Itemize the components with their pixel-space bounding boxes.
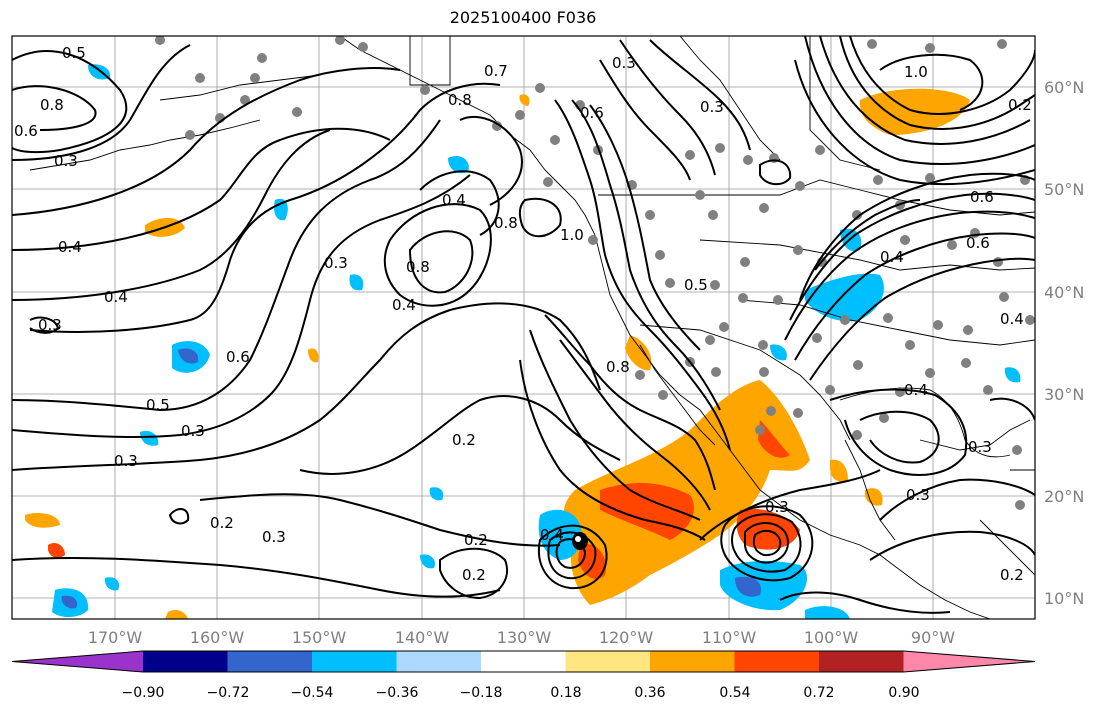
colorbar-extend-max (903, 651, 1035, 672)
contour-label: 0.4 (880, 248, 904, 266)
contour-lines (12, 36, 1035, 614)
contour-label: 0.2 (464, 531, 488, 549)
contour-label: 0.4 (392, 296, 416, 314)
colorbar-tick-label: −0.18 (460, 685, 503, 701)
contour-label: 0.3 (612, 54, 636, 72)
colorbar-tick-label: 0.54 (719, 685, 750, 701)
contour-label: 0.3 (38, 316, 62, 334)
lat-tick-label: 10°N (1044, 589, 1084, 608)
lon-tick-label: 110°W (702, 628, 757, 647)
lat-tick-label: 20°N (1044, 487, 1084, 506)
contour-label: 0.4 (104, 288, 128, 306)
contour-label: 0.3 (324, 254, 348, 272)
coastlines (29, 36, 1035, 619)
colorbar-segment (819, 651, 904, 672)
contour-label: 0.2 (1000, 566, 1024, 584)
lon-axis: 170°W 160°W 150°W 140°W 130°W 120°W 110°… (88, 628, 955, 647)
storm-center-highlight (575, 536, 581, 542)
lon-tick-label: 160°W (190, 628, 245, 647)
colorbar-tick-label: −0.54 (291, 685, 334, 701)
colorbar-segment (143, 651, 228, 672)
contour-label: 0.3 (968, 438, 992, 456)
contour-label: 0.3 (262, 528, 286, 546)
contour-label: 0.3 (114, 452, 138, 470)
colorbar (11, 650, 1036, 673)
lon-tick-label: 140°W (395, 628, 450, 647)
contour-label: 0.5 (62, 44, 86, 62)
colorbar-segment (481, 651, 566, 672)
contour-label: 0.3 (54, 152, 78, 170)
contour-label: 0.6 (226, 348, 250, 366)
shading-negative (52, 64, 1021, 619)
lat-tick-label: 30°N (1044, 385, 1084, 404)
contour-label: 0.7 (484, 62, 508, 80)
contour-label: 0.5 (146, 396, 170, 414)
colorbar-labels: −0.90 −0.72 −0.54 −0.36 −0.18 0.18 0.36 … (122, 685, 920, 701)
contour-label: 0.8 (494, 214, 518, 232)
lat-axis: 10°N 20°N 30°N 40°N 50°N 60°N (1044, 78, 1084, 608)
contour-label: 0.2 (452, 431, 476, 449)
colorbar-tick-label: −0.36 (376, 685, 419, 701)
lon-tick-label: 100°W (804, 628, 859, 647)
lon-tick-label: 170°W (88, 628, 143, 647)
contour-label: 1.0 (560, 226, 584, 244)
contour-label: 0.8 (406, 258, 430, 276)
colorbar-tick-label: 0.90 (888, 685, 919, 701)
colorbar-tick-label: −0.90 (122, 685, 165, 701)
graticule (12, 36, 1035, 619)
colorbar-tick-label: 0.36 (634, 685, 665, 701)
map-border (11, 35, 1036, 620)
contour-label: 0.3 (700, 98, 724, 116)
contour-label: 0.3 (181, 422, 205, 440)
map-title: 2025100400 F036 (449, 8, 597, 27)
contour-label: 0.3 (906, 486, 930, 504)
colorbar-tick-label: 0.18 (550, 685, 581, 701)
colorbar-segment (396, 651, 482, 672)
lon-tick-label: 120°W (599, 628, 654, 647)
contour-label: 0.4 (442, 191, 466, 209)
lat-tick-label: 50°N (1044, 180, 1084, 199)
contour-label: 0.2 (1008, 96, 1032, 114)
colorbar-segment (565, 651, 651, 672)
contour-label: 1.0 (904, 63, 928, 81)
lon-tick-label: 130°W (497, 628, 552, 647)
contour-label: 0.6 (14, 122, 38, 140)
contour-label: 0.4 (540, 526, 564, 544)
contour-label: 0.2 (462, 566, 486, 584)
lat-tick-label: 60°N (1044, 78, 1084, 97)
lon-tick-label: 90°W (911, 628, 955, 647)
contour-label: 0.4 (58, 238, 82, 256)
colorbar-segment (312, 651, 397, 672)
colorbar-tick-label: 0.72 (803, 685, 834, 701)
contour-label: 0.5 (684, 276, 708, 294)
colorbar-segment (227, 651, 313, 672)
colorbar-outline (11, 650, 1036, 673)
colorbar-tick-label: −0.72 (207, 685, 250, 701)
colorbar-segment (650, 651, 735, 672)
contour-label: 0.8 (606, 358, 630, 376)
lat-tick-label: 40°N (1044, 283, 1084, 302)
contour-labels: 0.3 0.4 0.4 0.3 0.5 0.3 0.3 0.6 0.2 0.3 … (14, 44, 1032, 584)
lon-tick-label: 150°W (292, 628, 347, 647)
contour-label: 0.2 (210, 514, 234, 532)
contour-label: 0.3 (765, 498, 789, 516)
contour-label: 0.6 (580, 104, 604, 122)
colorbar-segment (734, 651, 820, 672)
contour-label: 0.8 (40, 96, 64, 114)
contour-label: 0.6 (966, 234, 990, 252)
contour-label: 0.8 (448, 91, 472, 109)
contour-label: 0.4 (1000, 310, 1024, 328)
contour-label: 0.6 (970, 188, 994, 206)
contour-label: 0.4 (904, 381, 928, 399)
colorbar-extend-min (12, 651, 143, 672)
